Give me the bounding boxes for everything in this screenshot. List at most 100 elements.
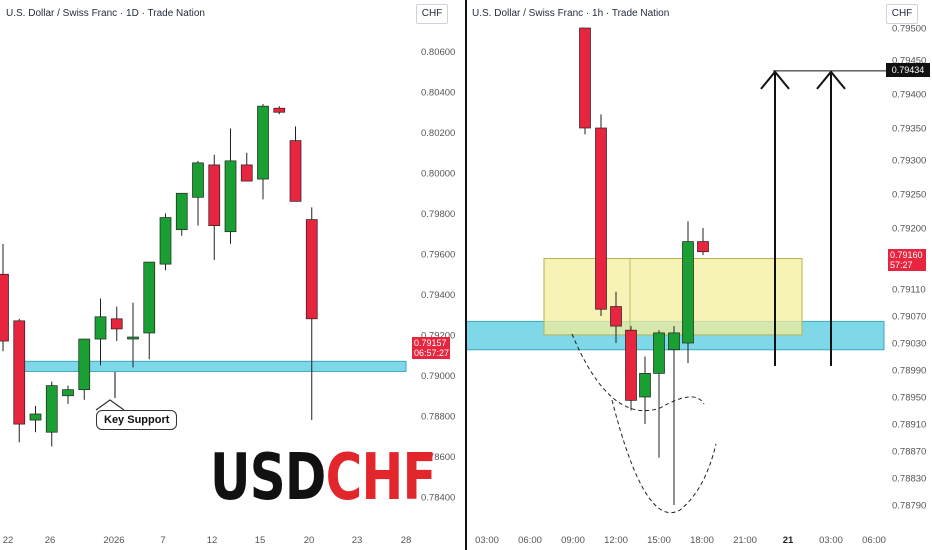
daily-candle-body — [62, 389, 74, 397]
hourly-x-tick-label: 18:00 — [690, 535, 714, 546]
hourly-y-tick-label: 0.79110 — [892, 285, 926, 296]
daily-candle-body — [127, 336, 139, 340]
daily-y-tick-label: 0.80200 — [421, 128, 455, 139]
hourly-last-price-tag: 0.79160 57:27 — [888, 249, 926, 271]
hourly-y-tick-label: 0.78950 — [892, 393, 926, 404]
hourly-last-price: 0.79160 — [890, 250, 923, 260]
daily-candle-body — [45, 385, 58, 433]
daily-chart-title: U.S. Dollar / Swiss Franc · 1D · Trade N… — [6, 8, 205, 19]
hourly-x-tick-label: 03:00 — [819, 535, 843, 546]
daily-y-tick-label: 0.79600 — [421, 250, 455, 261]
hourly-accumulation-zone — [543, 258, 803, 336]
hourly-candle-body — [697, 241, 709, 253]
daily-candle-body — [110, 318, 123, 330]
daily-candle-body — [159, 217, 172, 265]
upward-arrow-head — [816, 70, 846, 90]
hourly-y-tick-label: 0.79030 — [892, 339, 926, 350]
daily-y-tick-label: 0.78400 — [421, 493, 455, 504]
hourly-x-tick-label: 09:00 — [561, 535, 585, 546]
daily-y-tick-label: 0.80400 — [421, 88, 455, 99]
hourly-y-tick-label: 0.78830 — [892, 474, 926, 485]
daily-x-tick-label: 20 — [304, 535, 315, 546]
daily-candle-body — [143, 261, 156, 334]
daily-y-tick-label: 0.79400 — [421, 290, 455, 301]
hourly-countdown: 57:27 — [890, 260, 913, 270]
hourly-candle-body — [625, 329, 637, 401]
daily-candle-body — [29, 413, 42, 421]
daily-currency-button[interactable]: CHF — [416, 4, 448, 24]
hourly-x-tick-label: 03:00 — [475, 535, 499, 546]
daily-candle-body — [273, 107, 286, 113]
hourly-y-tick-label: 0.79450 — [892, 56, 926, 67]
daily-candle-body — [224, 160, 237, 233]
daily-y-tick-label: 0.79800 — [421, 209, 455, 220]
hourly-chart-title: U.S. Dollar / Swiss Franc · 1h · Trade N… — [472, 8, 670, 19]
hourly-candle-body — [668, 332, 680, 351]
hourly-x-tick-label: 15:00 — [647, 535, 671, 546]
daily-candle-body — [94, 316, 107, 340]
hourly-candle-body — [653, 332, 665, 374]
hourly-chart[interactable]: 0.79500 0.79450 0.79400 0.79350 0.79300 0.792… — [465, 24, 926, 547]
hourly-y-tick-label: 0.78910 — [892, 420, 926, 431]
hourly-y-tick-label: 0.78790 — [892, 501, 926, 512]
daily-last-price-tag: 0.79157 06:57:27 — [412, 337, 450, 359]
daily-candle-body — [305, 219, 318, 320]
daily-candle-body — [13, 320, 26, 425]
daily-x-tick-label: 22 — [3, 535, 14, 546]
daily-last-price: 0.79157 — [414, 338, 447, 348]
daily-candle-body — [240, 164, 253, 182]
key-support-label: Key Support — [96, 410, 178, 430]
daily-candle-body — [257, 105, 269, 180]
projection-curve-upper — [571, 333, 705, 412]
daily-x-tick-label: 2026 — [103, 535, 124, 546]
hourly-y-tick-label: 0.79400 — [892, 90, 926, 101]
hourly-y-tick-label: 0.79200 — [892, 224, 926, 235]
daily-countdown: 06:57:27 — [414, 348, 450, 358]
daily-candle-body — [208, 164, 221, 226]
upward-arrow-head — [760, 70, 790, 90]
hourly-y-tick-label: 0.79300 — [892, 156, 926, 167]
daily-x-tick-label: 15 — [255, 535, 266, 546]
brand-chf: CHF — [325, 441, 437, 515]
hourly-candle-body — [610, 306, 622, 327]
hourly-y-tick-label: 0.79070 — [892, 312, 926, 323]
hourly-y-tick-label: 0.79250 — [892, 190, 926, 201]
hourly-y-tick-label: 0.79500 — [892, 24, 926, 35]
brand-logo: USDCHF — [210, 446, 437, 510]
hourly-candle-body — [595, 127, 607, 310]
daily-y-tick-label: 0.80600 — [421, 47, 455, 58]
key-support-pointer — [95, 372, 125, 411]
daily-x-tick-label: 28 — [401, 535, 412, 546]
hourly-x-tick-label: 21:00 — [733, 535, 757, 546]
daily-candle-body — [192, 162, 204, 198]
hourly-candle-body — [579, 27, 591, 129]
daily-x-tick-label: 26 — [45, 535, 56, 546]
daily-y-tick-label: 0.79000 — [421, 371, 455, 382]
daily-candle-body — [78, 338, 91, 391]
hourly-x-tick-label: 12:00 — [604, 535, 628, 546]
panel-divider — [465, 0, 467, 550]
daily-candle-body — [289, 140, 302, 202]
daily-candle-body — [0, 273, 9, 342]
daily-x-tick-label: 12 — [207, 535, 218, 546]
daily-y-tick-label: 0.78800 — [421, 412, 455, 423]
hourly-y-tick-label: 0.78870 — [892, 447, 926, 458]
hourly-y-tick-label: 0.78990 — [892, 366, 926, 377]
daily-y-tick-label: 0.80000 — [421, 169, 455, 180]
hourly-x-tick-label: 06:00 — [862, 535, 886, 546]
daily-y-tick-label: 0.79200 — [421, 331, 455, 342]
hourly-x-tick-label: 21 — [783, 535, 794, 546]
hourly-y-tick-label: 0.79350 — [892, 124, 926, 135]
hourly-x-tick-label: 06:00 — [518, 535, 542, 546]
daily-chart[interactable]: 0.80600 0.80400 0.80200 0.80000 0.79800 0.796… — [0, 47, 455, 546]
hourly-candle-body — [682, 241, 694, 344]
hourly-currency-button[interactable]: CHF — [886, 4, 918, 24]
daily-candle-body — [175, 192, 188, 231]
brand-usd: USD — [210, 441, 326, 515]
daily-x-tick-label: 7 — [160, 535, 165, 546]
daily-y-tick-label: 0.78600 — [421, 452, 455, 463]
daily-x-tick-label: 23 — [352, 535, 363, 546]
projection-curve-lower — [611, 399, 717, 514]
hourly-candle-body — [639, 373, 651, 398]
